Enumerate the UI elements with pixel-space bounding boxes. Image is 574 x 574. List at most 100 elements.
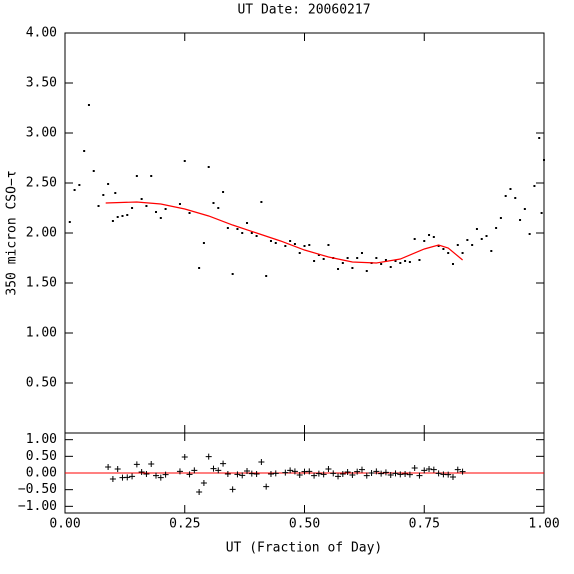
residual-point — [339, 471, 346, 477]
residual-point — [109, 476, 116, 482]
data-point — [289, 240, 292, 242]
residual-point — [363, 472, 370, 479]
data-point — [83, 150, 86, 152]
data-point — [303, 245, 306, 247]
residual-point — [449, 474, 456, 480]
data-point — [265, 275, 268, 277]
residual-point — [378, 470, 385, 477]
data-point — [418, 259, 421, 261]
data-point — [356, 257, 359, 259]
y-tick-label: 0.50 — [26, 449, 57, 464]
data-point — [274, 242, 277, 244]
residual-point — [306, 468, 313, 475]
residual-point — [224, 471, 231, 477]
data-point — [540, 212, 543, 214]
data-point — [528, 233, 531, 235]
data-point — [456, 244, 459, 246]
data-point — [126, 214, 129, 216]
data-point — [313, 260, 316, 262]
residual-point — [186, 471, 193, 478]
y-tick-label: 1.50 — [26, 276, 57, 291]
data-point — [188, 212, 191, 214]
x-tick-label: 0.25 — [169, 517, 200, 532]
data-point — [360, 252, 363, 254]
data-point — [327, 244, 330, 246]
residual-point — [220, 460, 227, 467]
data-point — [394, 260, 397, 262]
data-point — [260, 201, 263, 203]
data-point — [471, 244, 474, 246]
y-tick-label: 0.00 — [26, 466, 57, 481]
residual-point — [244, 468, 251, 474]
data-point — [102, 194, 105, 196]
residual-point — [411, 465, 418, 471]
data-point — [509, 188, 512, 190]
residual-point — [191, 467, 198, 474]
residual-point — [325, 466, 332, 472]
data-point — [322, 258, 325, 260]
data-point — [107, 183, 110, 185]
y-tick-label: 1.00 — [26, 432, 57, 447]
data-point — [380, 263, 383, 265]
y-axis-label: 350 micron CSO−τ — [5, 170, 20, 295]
residual-point — [239, 472, 246, 479]
data-point — [145, 205, 148, 207]
data-point — [226, 227, 229, 229]
residual-point — [267, 471, 274, 477]
data-point — [543, 159, 545, 161]
residual-point — [382, 469, 389, 476]
residual-point — [287, 467, 294, 474]
y-tick-label: 2.00 — [26, 226, 57, 241]
data-point — [514, 197, 517, 199]
residual-point — [416, 472, 423, 479]
fit-line — [105, 201, 463, 264]
residual-point — [105, 464, 112, 470]
y-tick-label: 3.50 — [26, 76, 57, 91]
data-point — [198, 267, 201, 269]
residual-point — [229, 486, 236, 493]
plot-frame — [64, 32, 545, 434]
data-point — [131, 207, 134, 209]
residual-point — [138, 469, 145, 475]
residual-point — [263, 483, 270, 490]
data-point — [346, 257, 349, 259]
data-point — [447, 252, 450, 254]
data-point — [408, 261, 411, 263]
data-point — [533, 185, 536, 187]
y-tick-label: −1.00 — [18, 499, 57, 514]
data-point — [121, 215, 124, 217]
x-tick-label: 0.75 — [409, 517, 440, 532]
residual-point — [335, 473, 342, 480]
data-point — [480, 238, 483, 240]
residual-point — [311, 472, 318, 479]
data-point — [523, 208, 526, 210]
data-point — [499, 217, 502, 219]
residual-point — [459, 468, 466, 475]
data-point — [442, 248, 445, 250]
residual-point — [373, 468, 380, 475]
residual-point — [114, 466, 121, 472]
data-point — [114, 192, 117, 194]
data-point — [284, 245, 287, 247]
data-point — [97, 205, 100, 207]
data-point — [140, 198, 143, 200]
y-tick-label: −0.50 — [18, 482, 57, 497]
data-point — [87, 104, 90, 106]
residual-point — [234, 471, 241, 478]
data-point — [293, 243, 296, 245]
data-point — [404, 260, 407, 262]
data-point — [116, 216, 119, 218]
residual-point — [430, 466, 437, 473]
residual-point — [282, 469, 289, 476]
residual-point — [349, 472, 356, 478]
data-point — [183, 160, 186, 162]
data-point — [317, 254, 320, 256]
residual-point — [153, 472, 160, 479]
residual-point — [148, 461, 155, 467]
residual-point — [435, 470, 442, 477]
residual-point — [176, 468, 183, 475]
data-point — [111, 220, 114, 222]
residual-point — [253, 471, 260, 477]
residual-point — [426, 466, 433, 472]
residual-point — [143, 471, 150, 477]
